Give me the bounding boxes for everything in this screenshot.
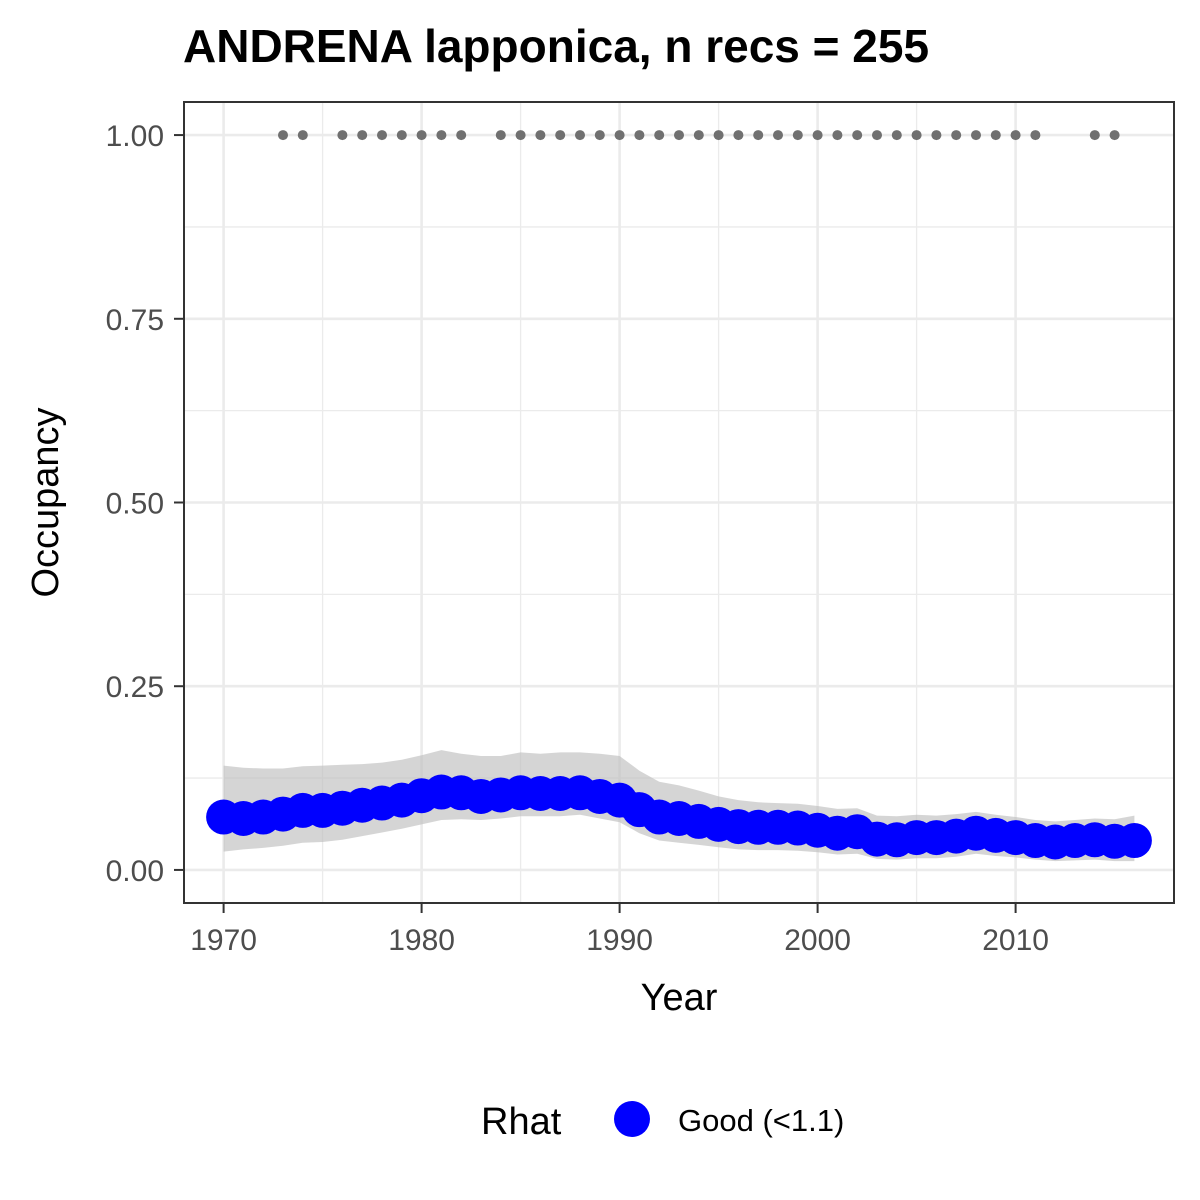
y-tick-label: 0.00 bbox=[106, 855, 164, 888]
x-tick-label: 1980 bbox=[388, 924, 455, 957]
record-point bbox=[872, 130, 882, 141]
record-point bbox=[1109, 130, 1120, 141]
record-point bbox=[773, 130, 783, 141]
record-point bbox=[792, 130, 803, 141]
y-tick-label: 0.25 bbox=[106, 671, 164, 704]
record-point bbox=[337, 130, 348, 141]
x-tick-label: 1990 bbox=[586, 924, 653, 957]
legend-key-good bbox=[614, 1101, 650, 1137]
record-point bbox=[911, 130, 922, 141]
record-point bbox=[436, 130, 447, 141]
occupancy-point bbox=[1116, 823, 1152, 859]
y-axis: 0.00 0.25 0.50 0.75 1.00 bbox=[106, 120, 184, 888]
record-point bbox=[614, 130, 625, 141]
record-point bbox=[456, 130, 467, 141]
record-point bbox=[594, 130, 605, 141]
record-point bbox=[297, 130, 308, 141]
record-point bbox=[812, 130, 823, 141]
record-point bbox=[634, 130, 645, 141]
record-point bbox=[832, 130, 843, 141]
record-point bbox=[931, 130, 942, 141]
x-tick-label: 2010 bbox=[982, 924, 1049, 957]
record-point bbox=[535, 130, 546, 141]
legend-label-good: Good (<1.1) bbox=[678, 1103, 844, 1138]
y-tick-label: 0.75 bbox=[106, 304, 164, 337]
record-point bbox=[1010, 130, 1021, 141]
record-point bbox=[713, 130, 724, 141]
record-point bbox=[377, 130, 387, 141]
occupancy-series bbox=[206, 774, 1152, 860]
record-point bbox=[555, 130, 566, 141]
record-point bbox=[852, 130, 863, 141]
record-point bbox=[357, 130, 368, 141]
y-tick-label: 0.50 bbox=[106, 488, 164, 521]
record-point bbox=[971, 130, 981, 141]
record-point bbox=[693, 130, 704, 141]
record-point bbox=[891, 130, 902, 141]
y-tick-label: 1.00 bbox=[106, 120, 164, 153]
record-point bbox=[416, 130, 427, 141]
record-point bbox=[990, 130, 1001, 141]
record-point bbox=[733, 130, 744, 141]
x-axis-title: Year bbox=[641, 977, 718, 1019]
legend-title: Rhat bbox=[481, 1101, 562, 1143]
record-point bbox=[674, 130, 684, 141]
chart-title: ANDRENA lapponica, n recs = 255 bbox=[183, 20, 929, 72]
record-point bbox=[278, 130, 288, 141]
record-point bbox=[575, 130, 585, 141]
record-point bbox=[753, 130, 764, 141]
legend: Rhat Good (<1.1) bbox=[481, 1101, 844, 1143]
record-point bbox=[515, 130, 526, 141]
record-point bbox=[396, 130, 407, 141]
record-points bbox=[278, 130, 1120, 141]
x-tick-label: 2000 bbox=[784, 924, 851, 957]
record-point bbox=[654, 130, 665, 141]
x-tick-label: 1970 bbox=[190, 924, 257, 957]
x-axis: 1970 1980 1990 2000 2010 bbox=[190, 903, 1049, 957]
record-point bbox=[495, 130, 506, 141]
record-point bbox=[951, 130, 962, 141]
record-point bbox=[1030, 130, 1041, 141]
y-axis-title: Occupancy bbox=[25, 407, 67, 597]
record-point bbox=[1089, 130, 1100, 141]
